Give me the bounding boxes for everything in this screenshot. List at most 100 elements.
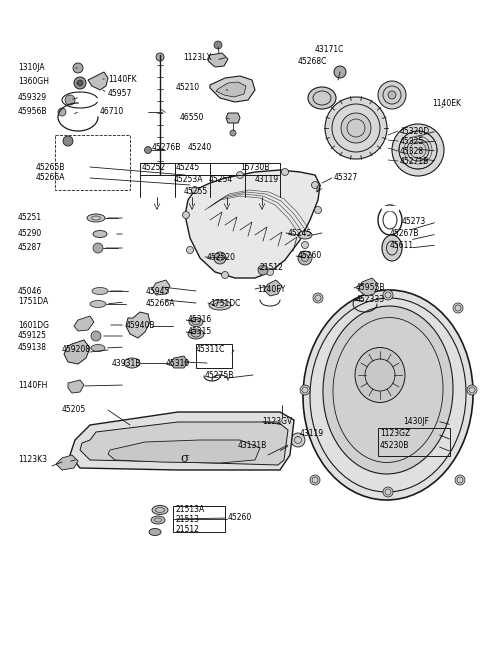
Ellipse shape (189, 317, 203, 327)
Text: 21512: 21512 (260, 263, 284, 273)
Ellipse shape (298, 231, 312, 239)
Circle shape (58, 108, 66, 116)
Ellipse shape (382, 235, 402, 261)
Text: 45251: 45251 (18, 214, 42, 223)
Text: 45311C: 45311C (196, 346, 226, 355)
Polygon shape (216, 82, 246, 97)
Ellipse shape (378, 81, 406, 109)
Ellipse shape (407, 139, 429, 161)
Text: 45210: 45210 (176, 83, 200, 93)
Ellipse shape (392, 124, 444, 176)
Polygon shape (152, 280, 170, 295)
Text: 45265B: 45265B (36, 162, 65, 171)
Polygon shape (70, 412, 294, 470)
Ellipse shape (93, 231, 107, 237)
Text: 1601DG: 1601DG (18, 321, 49, 330)
Text: σ: σ (181, 451, 189, 464)
Circle shape (237, 171, 243, 179)
Ellipse shape (388, 91, 396, 99)
Polygon shape (56, 455, 78, 470)
Text: 45310: 45310 (166, 359, 190, 367)
Text: 1140FH: 1140FH (18, 380, 48, 390)
Text: 45268C: 45268C (298, 58, 327, 66)
Circle shape (455, 475, 465, 485)
Polygon shape (88, 72, 108, 90)
Circle shape (301, 242, 309, 248)
Circle shape (258, 265, 268, 275)
Circle shape (74, 77, 86, 89)
Text: 45266A: 45266A (146, 298, 176, 307)
Circle shape (314, 206, 322, 214)
Text: 1123K3: 1123K3 (18, 455, 47, 463)
Polygon shape (68, 380, 84, 393)
Text: 15730B: 15730B (240, 164, 269, 173)
Text: 1123GZ: 1123GZ (380, 430, 410, 438)
Ellipse shape (87, 214, 105, 222)
Polygon shape (108, 440, 260, 463)
Text: 1310JA: 1310JA (18, 64, 45, 72)
Polygon shape (126, 312, 150, 338)
Text: 45945: 45945 (146, 286, 170, 296)
Text: 45255: 45255 (184, 187, 208, 196)
Text: 452520: 452520 (207, 252, 236, 261)
Bar (55, 135, 130, 190)
Text: 459138: 459138 (18, 342, 47, 351)
Polygon shape (208, 53, 228, 67)
Bar (196, 344, 232, 368)
Ellipse shape (341, 113, 371, 143)
Ellipse shape (355, 348, 405, 403)
Polygon shape (264, 280, 282, 296)
Text: 1123LX: 1123LX (183, 53, 212, 62)
Circle shape (300, 385, 310, 395)
Ellipse shape (152, 505, 168, 514)
Bar (173, 506, 225, 532)
Circle shape (274, 417, 290, 433)
Ellipse shape (90, 300, 106, 307)
Text: 45276B: 45276B (152, 143, 181, 152)
Text: 459208: 459208 (62, 346, 91, 355)
Text: 452333: 452333 (356, 296, 385, 304)
Circle shape (383, 290, 393, 300)
Polygon shape (185, 170, 320, 278)
Text: 45254: 45254 (209, 175, 233, 183)
Text: 1140FY: 1140FY (257, 284, 285, 294)
Text: 45252: 45252 (142, 164, 166, 173)
Text: 1430JF: 1430JF (403, 417, 429, 426)
Polygon shape (64, 340, 90, 364)
Circle shape (313, 293, 323, 303)
Text: 1123GV: 1123GV (262, 417, 292, 426)
Circle shape (266, 269, 274, 275)
Text: 459329: 459329 (18, 93, 47, 101)
Text: 43931B: 43931B (112, 359, 142, 367)
Circle shape (281, 168, 288, 175)
Text: 459125: 459125 (18, 332, 47, 340)
Circle shape (334, 66, 346, 78)
Text: 21513: 21513 (176, 514, 200, 524)
Circle shape (214, 41, 222, 49)
Text: 45245: 45245 (176, 164, 200, 173)
Polygon shape (80, 422, 288, 465)
Circle shape (383, 487, 393, 497)
Text: 45275B: 45275B (205, 371, 234, 380)
Text: 45328: 45328 (400, 147, 424, 156)
Text: 1140FK: 1140FK (108, 74, 137, 83)
Text: 45267B: 45267B (390, 229, 420, 238)
Text: 43119: 43119 (300, 430, 324, 438)
Text: 45266A: 45266A (36, 173, 65, 183)
Text: 45940B: 45940B (126, 321, 156, 330)
Text: 45325: 45325 (400, 137, 424, 145)
Circle shape (453, 303, 463, 313)
Text: 45320D: 45320D (400, 127, 430, 135)
Text: 1751DA: 1751DA (18, 298, 48, 307)
Circle shape (214, 252, 226, 264)
Text: 21513A: 21513A (176, 505, 205, 514)
Text: 45260: 45260 (228, 514, 252, 522)
Text: 45205: 45205 (62, 405, 86, 415)
Text: 1751DC: 1751DC (210, 298, 240, 307)
Polygon shape (382, 206, 398, 210)
Text: 45315: 45315 (188, 327, 212, 336)
Ellipse shape (151, 516, 165, 524)
Ellipse shape (303, 290, 473, 500)
Circle shape (156, 53, 164, 61)
Text: 45955B: 45955B (356, 284, 385, 292)
